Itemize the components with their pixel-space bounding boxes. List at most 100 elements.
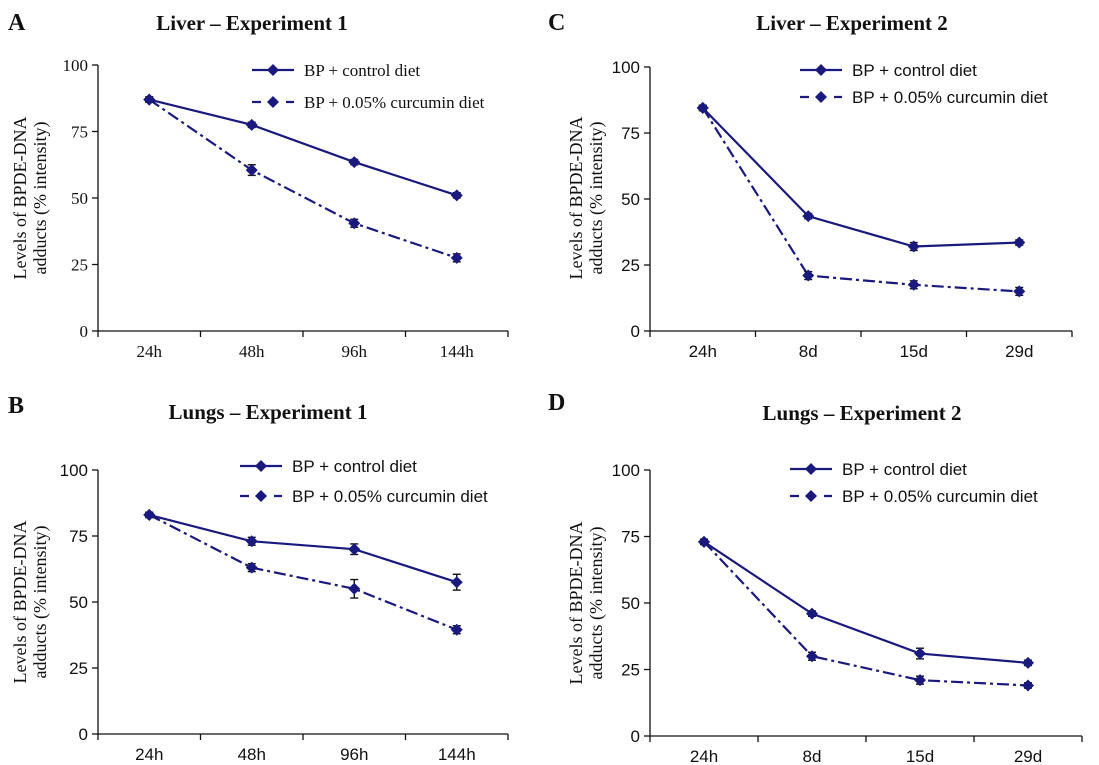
series-curcumin xyxy=(698,535,1034,692)
series-control xyxy=(696,101,1026,253)
series-curcumin xyxy=(143,508,463,636)
data-point xyxy=(245,118,258,131)
panel-letter: C xyxy=(548,10,565,36)
y-tick-label: 25 xyxy=(69,659,88,678)
y-axis-label-line-1: Levels of BPDE-DNA xyxy=(10,117,30,280)
x-tick-label: 29d xyxy=(1014,747,1042,765)
chart-panel-a: A Liver – Experiment 1 Levels of BPDE-DNA a… xyxy=(8,10,509,361)
y-tick-label: 50 xyxy=(71,189,88,208)
data-point xyxy=(450,623,463,636)
legend-label: BP + control diet xyxy=(842,460,967,479)
panel-letter: D xyxy=(548,390,565,416)
x-tick-label: 48h xyxy=(238,745,266,764)
legend-marker xyxy=(815,64,827,76)
x-tick-label: 15d xyxy=(900,342,928,361)
y-tick-label: 75 xyxy=(71,123,88,142)
legend-marker xyxy=(267,96,279,108)
chart-panel-d: D Lungs – Experiment 2 Levels of BPDE-DNA a… xyxy=(548,390,1083,765)
legend-label: BP + control diet xyxy=(304,61,420,80)
data-point xyxy=(914,647,926,660)
legend-label: BP + control diet xyxy=(852,61,977,80)
legend: BP + control diet BP + 0.05% curcumin die… xyxy=(790,460,1038,506)
data-point xyxy=(348,156,361,169)
y-axis-label-line-1: Levels of BPDE-DNA xyxy=(566,522,586,685)
y-tick-label: 25 xyxy=(71,256,88,275)
y-tick-label: 0 xyxy=(79,725,88,744)
chart-panel-b: B Lungs – Experiment 1 Levels of BPDE-DNA a… xyxy=(8,393,509,764)
legend-marker xyxy=(255,460,267,472)
chart-title: Liver – Experiment 2 xyxy=(756,11,948,35)
data-point xyxy=(143,508,156,521)
series-curcumin xyxy=(143,93,463,264)
data-point xyxy=(1013,285,1026,298)
data-point xyxy=(245,561,258,574)
y-tick-label: 0 xyxy=(631,727,640,746)
y-tick-label: 50 xyxy=(69,593,88,612)
x-tick-label: 24h xyxy=(137,342,163,361)
panel-letter: B xyxy=(8,393,24,419)
data-point xyxy=(1022,679,1034,692)
data-point xyxy=(348,217,361,230)
data-point xyxy=(245,535,258,548)
chart-title: Liver – Experiment 1 xyxy=(156,11,348,35)
series-line xyxy=(148,513,458,631)
y-tick-label: 100 xyxy=(612,58,640,77)
data-point xyxy=(348,582,361,595)
y-tick-label: 75 xyxy=(621,124,640,143)
data-point xyxy=(143,93,156,106)
y-axis-label: Levels of BPDE-DNA adducts (% intensity) xyxy=(10,117,51,280)
data-point xyxy=(1022,656,1034,669)
series-curcumin xyxy=(696,101,1026,298)
y-axis-label-line-2: adducts (% intensity) xyxy=(586,527,607,680)
x-tick-label: 96h xyxy=(342,342,368,361)
legend-marker xyxy=(255,490,267,502)
data-point xyxy=(802,210,815,223)
panel-letter: A xyxy=(8,10,26,36)
y-tick-label: 50 xyxy=(621,594,640,613)
legend-marker xyxy=(267,64,279,76)
y-axis-label: Levels of BPDE-DNA adducts (% intensity) xyxy=(566,522,607,685)
y-axis-label-line-1: Levels of BPDE-DNA xyxy=(10,521,30,684)
y-tick-label: 0 xyxy=(80,322,89,341)
y-tick-label: 75 xyxy=(69,527,88,546)
x-tick-label: 8d xyxy=(799,342,818,361)
data-point xyxy=(348,543,361,556)
legend-marker xyxy=(815,91,827,103)
legend: BP + control diet BP + 0.05% curcumin die… xyxy=(240,457,488,506)
data-point xyxy=(802,269,815,282)
series-line xyxy=(148,98,458,259)
data-point xyxy=(450,576,463,589)
legend-label: BP + 0.05% curcumin diet xyxy=(852,88,1048,107)
y-tick-label: 100 xyxy=(60,461,88,480)
y-tick-label: 75 xyxy=(621,528,640,547)
data-point xyxy=(450,189,463,202)
y-tick-label: 25 xyxy=(621,256,640,275)
x-tick-label: 24h xyxy=(690,747,718,765)
chart-title: Lungs – Experiment 2 xyxy=(763,401,962,425)
y-axis-label-line-1: Levels of BPDE-DNA xyxy=(566,117,586,280)
x-tick-label: 24h xyxy=(135,745,163,764)
chart-title: Lungs – Experiment 1 xyxy=(169,400,368,424)
legend-marker xyxy=(805,463,817,475)
x-tick-label: 15d xyxy=(906,747,934,765)
x-tick-label: 96h xyxy=(340,745,368,764)
series-line xyxy=(148,513,458,584)
y-axis-label: Levels of BPDE-DNA adducts (% intensity) xyxy=(566,117,607,280)
y-tick-label: 100 xyxy=(63,56,89,75)
data-point xyxy=(696,101,709,114)
data-point xyxy=(698,535,710,548)
data-point xyxy=(450,251,463,264)
y-axis-label: Levels of BPDE-DNA adducts (% intensity) xyxy=(10,521,51,684)
y-axis-label-line-2: adducts (% intensity) xyxy=(30,122,51,275)
y-tick-label: 0 xyxy=(631,322,640,341)
x-tick-label: 24h xyxy=(689,342,717,361)
legend-label: BP + 0.05% curcumin diet xyxy=(292,487,488,506)
y-axis-label-line-2: adducts (% intensity) xyxy=(586,122,607,275)
legend-label: BP + control diet xyxy=(292,457,417,476)
legend-label: BP + 0.05% curcumin diet xyxy=(842,487,1038,506)
data-point xyxy=(806,650,818,663)
x-tick-label: 144h xyxy=(440,342,475,361)
data-point xyxy=(245,164,258,177)
x-tick-label: 8d xyxy=(803,747,822,765)
